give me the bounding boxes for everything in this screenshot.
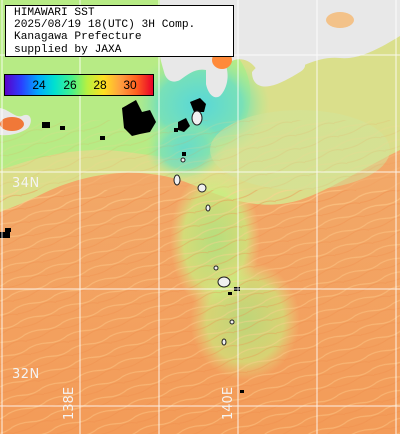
title-region: Kanagawa Prefecture xyxy=(14,31,142,44)
color-scale-gradient xyxy=(5,75,153,95)
island-small-south xyxy=(221,338,227,346)
lon-label-140e: 140E xyxy=(221,386,236,420)
island-niijima xyxy=(173,174,181,186)
scale-tick-24: 24 xyxy=(32,78,46,92)
lat-label-34n: 34N xyxy=(12,176,40,191)
sea-texture-north xyxy=(0,120,400,210)
island-hachijo xyxy=(217,276,231,288)
scale-tick-30: 30 xyxy=(123,78,137,92)
title-box: HIMAWARI SST 2025/08/19 18(UTC) 3H Comp.… xyxy=(5,5,234,57)
island-toshima xyxy=(180,157,186,163)
title-datetime: 2025/08/19 18(UTC) 3H Comp. xyxy=(14,19,196,32)
island-aogashima xyxy=(229,319,235,325)
island-miyake xyxy=(205,204,211,212)
warm-coastal-spot-west xyxy=(0,117,24,131)
scale-tick-28: 28 xyxy=(93,78,107,92)
izu-islands xyxy=(173,110,235,346)
title-credit: supplied by JAXA xyxy=(14,43,122,56)
title-product: HIMAWARI SST xyxy=(14,7,95,19)
color-scale-legend: 24 26 28 30 xyxy=(4,74,154,96)
island-kozushima xyxy=(197,183,207,193)
lat-label-32n: 32N xyxy=(12,367,40,382)
sea-texture xyxy=(0,190,400,434)
lon-label-138e: 138E xyxy=(62,386,77,420)
island-mikura xyxy=(213,265,219,271)
warm-coastal-spot-east xyxy=(326,12,354,28)
island-oshima xyxy=(191,110,203,126)
scale-tick-26: 26 xyxy=(63,78,77,92)
boso-peninsula-land xyxy=(252,55,306,87)
